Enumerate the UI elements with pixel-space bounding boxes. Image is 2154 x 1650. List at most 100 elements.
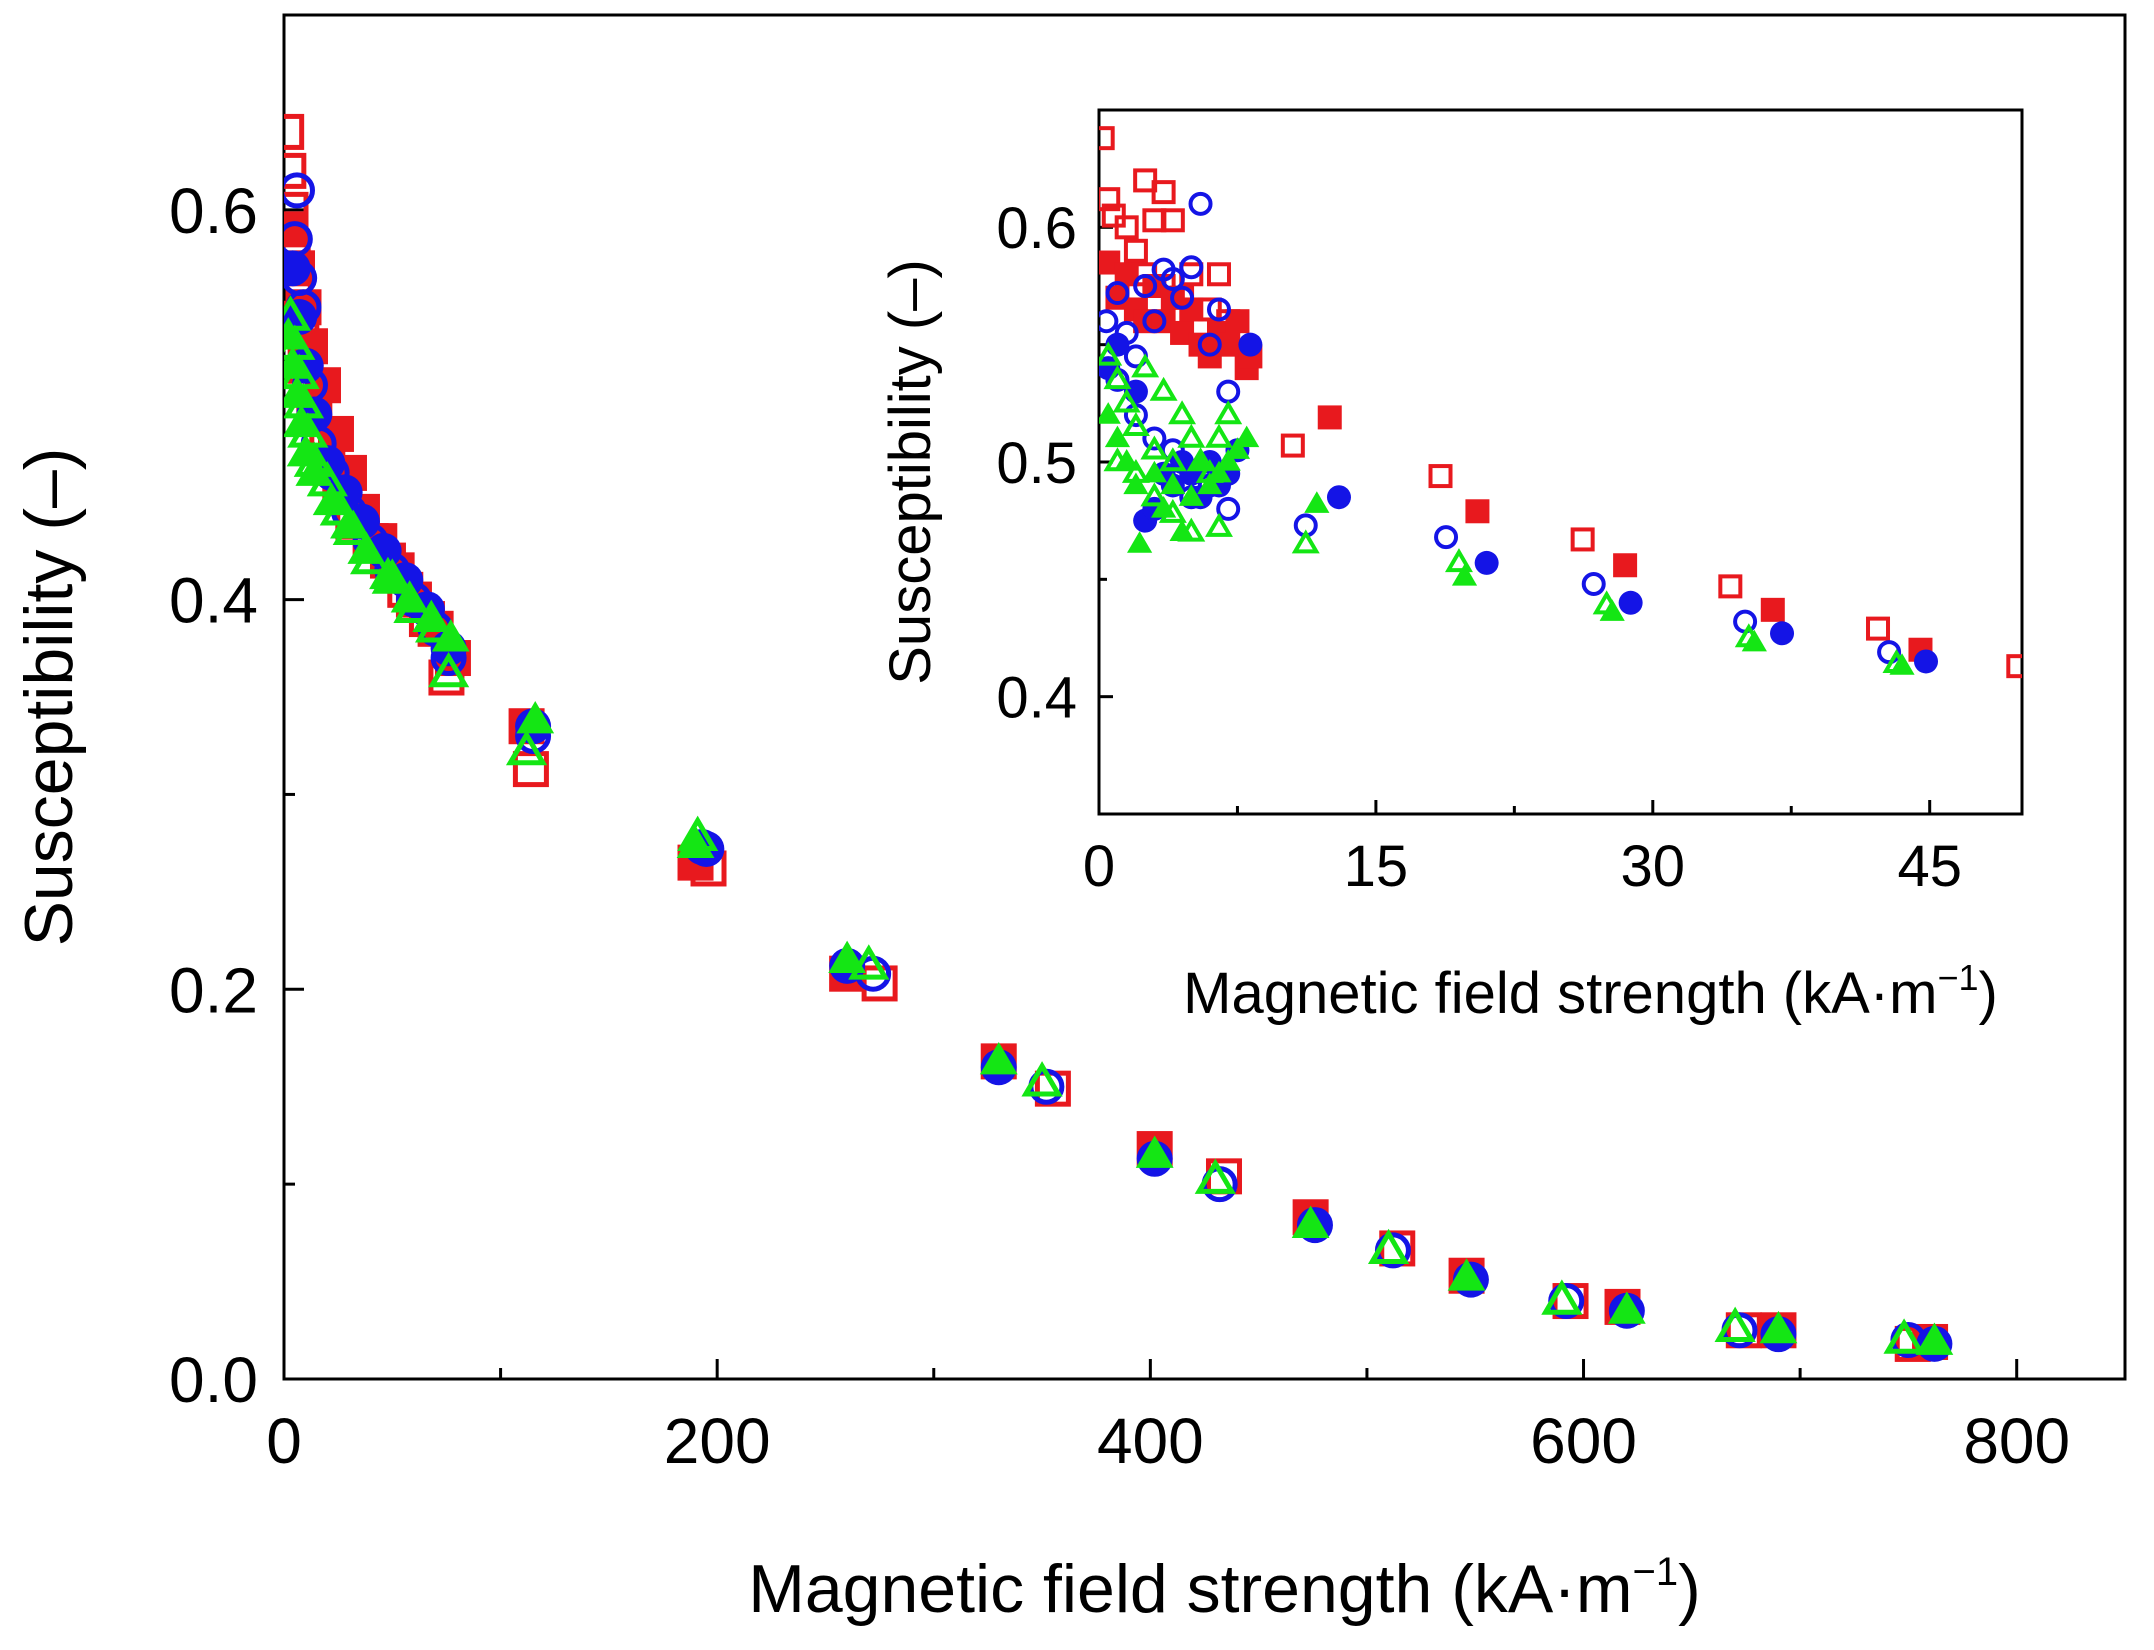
inset-data-point-circle [1170, 285, 1195, 310]
inset-data-point-triangle [1103, 365, 1132, 390]
inset-data-point-square [1317, 405, 1342, 430]
inset-data-point-triangle [1140, 435, 1169, 460]
inset-plot: 0 15 30 45 0.4 0.5 0.6 Magnetic field strength … [878, 108, 2024, 1026]
inset-data-point-triangle [1444, 548, 1473, 573]
inset-data-point-circle [1105, 281, 1130, 306]
inset-data-point-triangle [1889, 653, 1915, 675]
inset-y-axis-title: Susceptibility (–) [878, 259, 943, 684]
inset-data-point-triangle [1214, 400, 1243, 425]
inset-y-tick-label: 0.4 [996, 666, 1077, 731]
inset-x-tick-label: 45 [1897, 834, 1962, 899]
inset-plot-frame [1097, 108, 2024, 816]
inset-data-point-triangle [1160, 472, 1186, 495]
inset-data-point-circle [1160, 266, 1185, 291]
main-data-point-triangle [330, 506, 368, 539]
main-y-tick-label: 0.0 [169, 1344, 258, 1416]
inset-data-point-triangle [1206, 460, 1232, 483]
inset-x-tick-label: 15 [1344, 834, 1409, 899]
inset-data-point-square [1760, 597, 1785, 622]
inset-data-point-triangle [1187, 449, 1214, 471]
inset-data-point-triangle [1741, 629, 1767, 652]
main-data-point-triangle [1883, 1318, 1925, 1354]
main-y-tick-label: 0.6 [169, 175, 258, 247]
inset-data-point-circle [1434, 525, 1459, 550]
inset-data-point-circle [1216, 496, 1241, 521]
inset-data-point-triangle [1104, 425, 1131, 448]
inset-data-point-circle [1618, 590, 1643, 615]
inset-data-point-triangle [1169, 519, 1195, 542]
inset-data-point-triangle [1168, 400, 1197, 425]
main-x-axis-title-close: ) [1678, 1551, 1701, 1627]
main-data-point-triangle [848, 944, 890, 980]
inset-data-point-triangle [1177, 423, 1206, 448]
inset-data-point-circle [1142, 309, 1167, 334]
inset-x-axis-title: Magnetic field strength (kA·m−1) [1183, 957, 1998, 1026]
main-data-point-triangle [369, 556, 407, 590]
main-x-axis-title-sup: −1 [1633, 1550, 1679, 1594]
main-data-point-triangle [284, 404, 321, 438]
main-x-tick-label: 600 [1530, 1405, 1637, 1477]
inset-data-point-triangle [1123, 472, 1149, 495]
inset-data-point-triangle [1127, 531, 1153, 553]
main-x-tick-label: 0 [266, 1405, 302, 1477]
main-data-point-triangle [1291, 1205, 1330, 1239]
inset-data-point-triangle [1291, 529, 1320, 554]
main-data-point-triangle [284, 375, 316, 408]
inset-data-point-square [1718, 574, 1743, 599]
inset-series-open-circle-blue [1099, 191, 1902, 665]
inset-data-point-triangle [1215, 449, 1241, 471]
main-x-tick-label: 200 [664, 1405, 771, 1477]
main-data-point-triangle [1367, 1228, 1410, 1265]
inset-data-point-triangle [1158, 447, 1187, 472]
inset-x-tick-label: 0 [1083, 834, 1115, 899]
main-data-point-triangle [295, 453, 334, 486]
inset-data-point-circle [1206, 297, 1231, 322]
main-series-filled-triangle-green [284, 317, 1954, 1355]
main-data-point-triangle [431, 619, 470, 652]
inset-y-tick-label: 0.5 [996, 431, 1077, 496]
main-data-point-square [284, 113, 305, 150]
inset-data-point-triangle [1197, 472, 1223, 495]
inset-data-point-triangle [1114, 449, 1140, 471]
main-x-axis-title: Magnetic field strength (kA·m−1) [748, 1550, 1701, 1627]
inset-data-point-circle [1914, 649, 1939, 674]
inset-y-tick-label: 0.6 [996, 196, 1077, 261]
inset-data-point-circle [1581, 572, 1606, 597]
inset-x-axis-title-sup: −1 [1937, 957, 1978, 998]
inset-data-point-square [1114, 215, 1139, 240]
main-data-point-triangle [1714, 1306, 1756, 1342]
inset-data-point-triangle [1141, 460, 1167, 483]
inset-data-point-square [1465, 499, 1490, 524]
main-data-point-triangle [1915, 1322, 1954, 1355]
main-data-point-triangle [1541, 1279, 1583, 1315]
main-data-point-triangle [828, 940, 867, 974]
main-x-tick-label: 400 [1097, 1405, 1204, 1477]
main-markers [284, 113, 1954, 1362]
inset-data-point-circle [1133, 274, 1158, 298]
main-data-point-circle [284, 250, 311, 287]
main-x-tick-label: 800 [1963, 1405, 2070, 1477]
main-data-point-triangle [1607, 1291, 1646, 1324]
main-data-point-triangle [1135, 1135, 1174, 1168]
main-data-point-triangle [1759, 1310, 1798, 1344]
main-data-point-triangle [1447, 1258, 1486, 1291]
inset-data-point-triangle [1140, 482, 1169, 507]
main-plot: 0 200 400 600 800 0.0 0.2 0.4 0.6 Magnetic field … [11, 13, 2127, 1627]
main-data-point-triangle [1194, 1158, 1236, 1194]
inset-markers [1099, 126, 2022, 679]
inset-data-point-circle [1099, 309, 1119, 334]
main-data-point-triangle [516, 700, 555, 734]
inset-x-axis-title-close: ) [1979, 961, 1998, 1026]
inset-data-point-square [1280, 433, 1305, 458]
inset-data-point-circle [1770, 621, 1795, 646]
inset-data-point-triangle [1121, 412, 1150, 436]
inset-data-point-triangle [1149, 376, 1178, 401]
main-data-point-triangle [979, 1041, 1018, 1075]
inset-data-point-square [1206, 262, 1231, 287]
main-data-point-triangle [1021, 1061, 1063, 1097]
main-y-axis-title: Susceptibility (–) [11, 448, 87, 947]
inset-data-point-triangle [1099, 341, 1123, 366]
inset-x-axis-title-text: Magnetic field strength (kA·m [1183, 961, 1937, 1026]
main-data-point-triangle [390, 580, 429, 613]
inset-data-point-square [1428, 464, 1453, 489]
